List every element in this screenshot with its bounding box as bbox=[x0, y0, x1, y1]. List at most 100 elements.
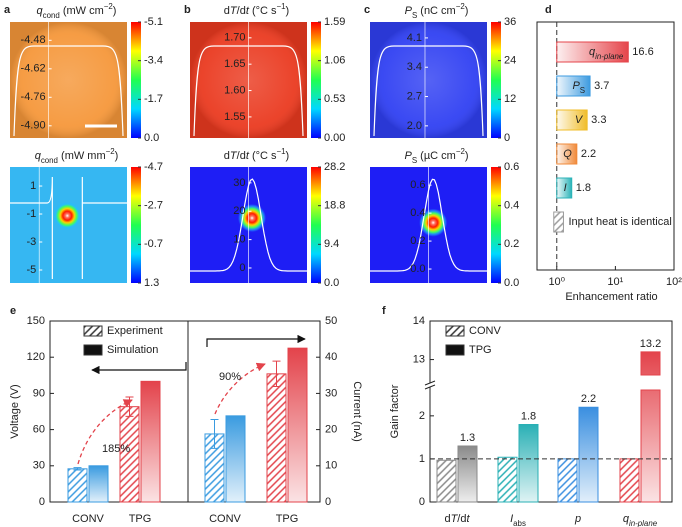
bar bbox=[556, 109, 588, 131]
value-label: 3.3 bbox=[591, 114, 606, 126]
bar bbox=[553, 211, 564, 233]
text-part: d bbox=[224, 150, 230, 162]
colorbar-tick-label: 0.2 bbox=[504, 238, 519, 250]
legend-swatch bbox=[83, 344, 103, 356]
text-part: in-plane bbox=[595, 52, 624, 61]
error-bar bbox=[125, 396, 134, 417]
colorbar-tick-label: 1.06 bbox=[324, 55, 345, 67]
text-part: abs bbox=[513, 519, 526, 527]
error-bar bbox=[210, 418, 219, 449]
panel-label: f bbox=[382, 305, 386, 317]
colorbar-tick-label: -4.7 bbox=[144, 161, 163, 173]
hot-spot bbox=[419, 208, 448, 237]
text-part: −2 bbox=[456, 2, 465, 11]
text-part: cond bbox=[41, 156, 58, 165]
bar-label: V bbox=[575, 114, 584, 126]
text-part: −2 bbox=[456, 147, 465, 156]
y-tick-label: 90 bbox=[33, 387, 45, 399]
axis-arrow-right bbox=[206, 334, 306, 347]
colorbar-tick-label: 9.4 bbox=[324, 238, 339, 250]
text-part: ) bbox=[286, 150, 290, 162]
bar bbox=[457, 445, 478, 503]
colorbar-tick-label: 0.00 bbox=[324, 132, 345, 144]
text-part: (°C s bbox=[249, 5, 277, 17]
inner-tick-label: 30 bbox=[233, 177, 245, 189]
hot-spot bbox=[238, 204, 267, 233]
text-part: P bbox=[572, 80, 580, 92]
inner-tick-label: -4.90 bbox=[21, 120, 46, 132]
text-part: V bbox=[575, 114, 584, 126]
y2-tick-label: 30 bbox=[325, 387, 337, 399]
text-part: q bbox=[623, 513, 630, 525]
colorbar-tick-label: -2.7 bbox=[144, 200, 163, 212]
colorbar-tick-label: -3.4 bbox=[144, 55, 163, 67]
value-label: 1.8 bbox=[521, 410, 536, 422]
inner-tick-label: 10 bbox=[233, 234, 245, 246]
inner-tick-label: -1 bbox=[26, 208, 36, 220]
bar bbox=[556, 75, 591, 97]
bar bbox=[619, 458, 640, 503]
x-tick-label: CONV bbox=[209, 513, 241, 525]
inner-tick-label: 1.65 bbox=[224, 58, 245, 70]
inner-tick-label: -4.48 bbox=[21, 34, 46, 46]
colorbar bbox=[131, 167, 141, 283]
annotation: 90% bbox=[219, 371, 241, 383]
colorbar-tick-label: 24 bbox=[504, 55, 516, 67]
profile-curve bbox=[373, 45, 484, 137]
panel-title: PS (µC cm−2) bbox=[404, 147, 468, 165]
colorbar bbox=[131, 22, 141, 138]
inner-tick-label: -4.62 bbox=[21, 63, 46, 75]
x-tick-label: p bbox=[574, 513, 581, 525]
text-part: T bbox=[451, 513, 459, 525]
x-tick-label: dT/dt bbox=[444, 513, 470, 525]
colorbar bbox=[491, 22, 501, 138]
legend-label: TPG bbox=[469, 344, 492, 356]
text-part: ) bbox=[115, 150, 119, 162]
colorbar-tick-label: 18.8 bbox=[324, 200, 345, 212]
y2-tick-label: 20 bbox=[325, 424, 337, 436]
colorbar bbox=[311, 167, 321, 283]
colorbar-tick-label: 0 bbox=[504, 132, 510, 144]
y-tick-label: 0 bbox=[39, 496, 45, 508]
y-axis-label: Gain factor bbox=[389, 384, 401, 438]
text-part: q bbox=[37, 5, 44, 17]
text-part: t bbox=[466, 513, 470, 525]
text-part: P bbox=[404, 150, 412, 162]
text-part: t bbox=[246, 5, 250, 17]
y-axis-label: Voltage (V) bbox=[9, 384, 21, 438]
bar bbox=[225, 415, 246, 503]
text-part: −2 bbox=[104, 2, 113, 11]
text-part: ) bbox=[113, 5, 117, 17]
value-label: 2.2 bbox=[581, 148, 596, 160]
text-part: ) bbox=[465, 5, 469, 17]
colorbar-tick-label: 28.2 bbox=[324, 161, 345, 173]
inner-tick-label: 0 bbox=[239, 262, 245, 274]
y2-tick-label: 40 bbox=[325, 351, 337, 363]
bar bbox=[556, 41, 629, 63]
text-part: /d bbox=[237, 150, 246, 162]
y-tick-label: 30 bbox=[33, 460, 45, 472]
hot-spot bbox=[53, 201, 82, 230]
heatmap-shade bbox=[370, 22, 487, 138]
colorbar-tick-label: 12 bbox=[504, 93, 516, 105]
y-tick-label: 60 bbox=[33, 424, 45, 436]
x-tick-label: qin-plane bbox=[623, 513, 658, 527]
error-bar bbox=[272, 360, 281, 388]
text-part: t bbox=[246, 150, 250, 162]
bar bbox=[518, 423, 539, 503]
panel-label: b bbox=[184, 4, 191, 16]
inner-tick-label: 1.70 bbox=[224, 32, 245, 44]
legend-label: Experiment bbox=[107, 325, 163, 337]
y-tick-label: 1 bbox=[419, 453, 425, 465]
inner-tick-label: -3 bbox=[26, 236, 36, 248]
value-label: 1.3 bbox=[460, 432, 475, 444]
value-label: 1.8 bbox=[576, 182, 591, 194]
text-part: p bbox=[574, 513, 581, 525]
bar-label: qin-plane bbox=[589, 46, 624, 61]
plot-frame bbox=[536, 21, 675, 271]
axis-break bbox=[424, 380, 436, 390]
legend-swatch bbox=[445, 344, 465, 356]
axis-arrow-left bbox=[91, 362, 187, 375]
text-part: P bbox=[405, 5, 413, 17]
text-part: T bbox=[230, 5, 238, 17]
